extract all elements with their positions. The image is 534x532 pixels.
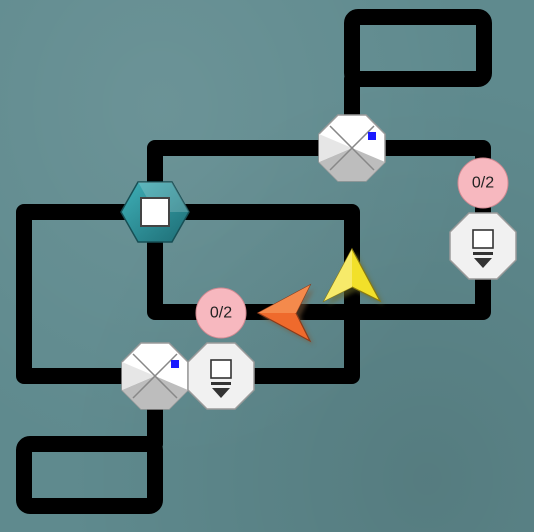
track-bottom-loop — [16, 436, 163, 514]
station-bar-icon — [211, 382, 231, 385]
switch-top[interactable] — [318, 114, 386, 182]
counter-right-label: 0/2 — [472, 175, 494, 192]
station-arrow-down-icon — [474, 258, 492, 268]
track-network — [16, 9, 492, 514]
station-bar-icon — [473, 252, 493, 255]
station-arrow-down-icon — [212, 388, 230, 398]
orange-arrow[interactable] — [256, 283, 314, 345]
switch-marker-icon — [368, 132, 376, 140]
switch-bottom[interactable] — [121, 342, 189, 410]
track-upper-route — [147, 140, 491, 320]
counter-middle-label: 0/2 — [210, 305, 232, 322]
switch-marker-icon — [171, 360, 179, 368]
station-square-icon — [472, 229, 494, 249]
track-top-loop — [344, 9, 492, 87]
station-square-icon — [210, 359, 232, 379]
hex-block-square-icon — [140, 197, 170, 227]
counter-middle: 0/2 — [195, 287, 247, 339]
counter-right: 0/2 — [457, 157, 509, 209]
station-middle[interactable] — [187, 342, 255, 410]
station-right[interactable] — [449, 212, 517, 280]
yellow-arrow[interactable] — [322, 247, 384, 305]
hex-block[interactable] — [120, 181, 190, 243]
